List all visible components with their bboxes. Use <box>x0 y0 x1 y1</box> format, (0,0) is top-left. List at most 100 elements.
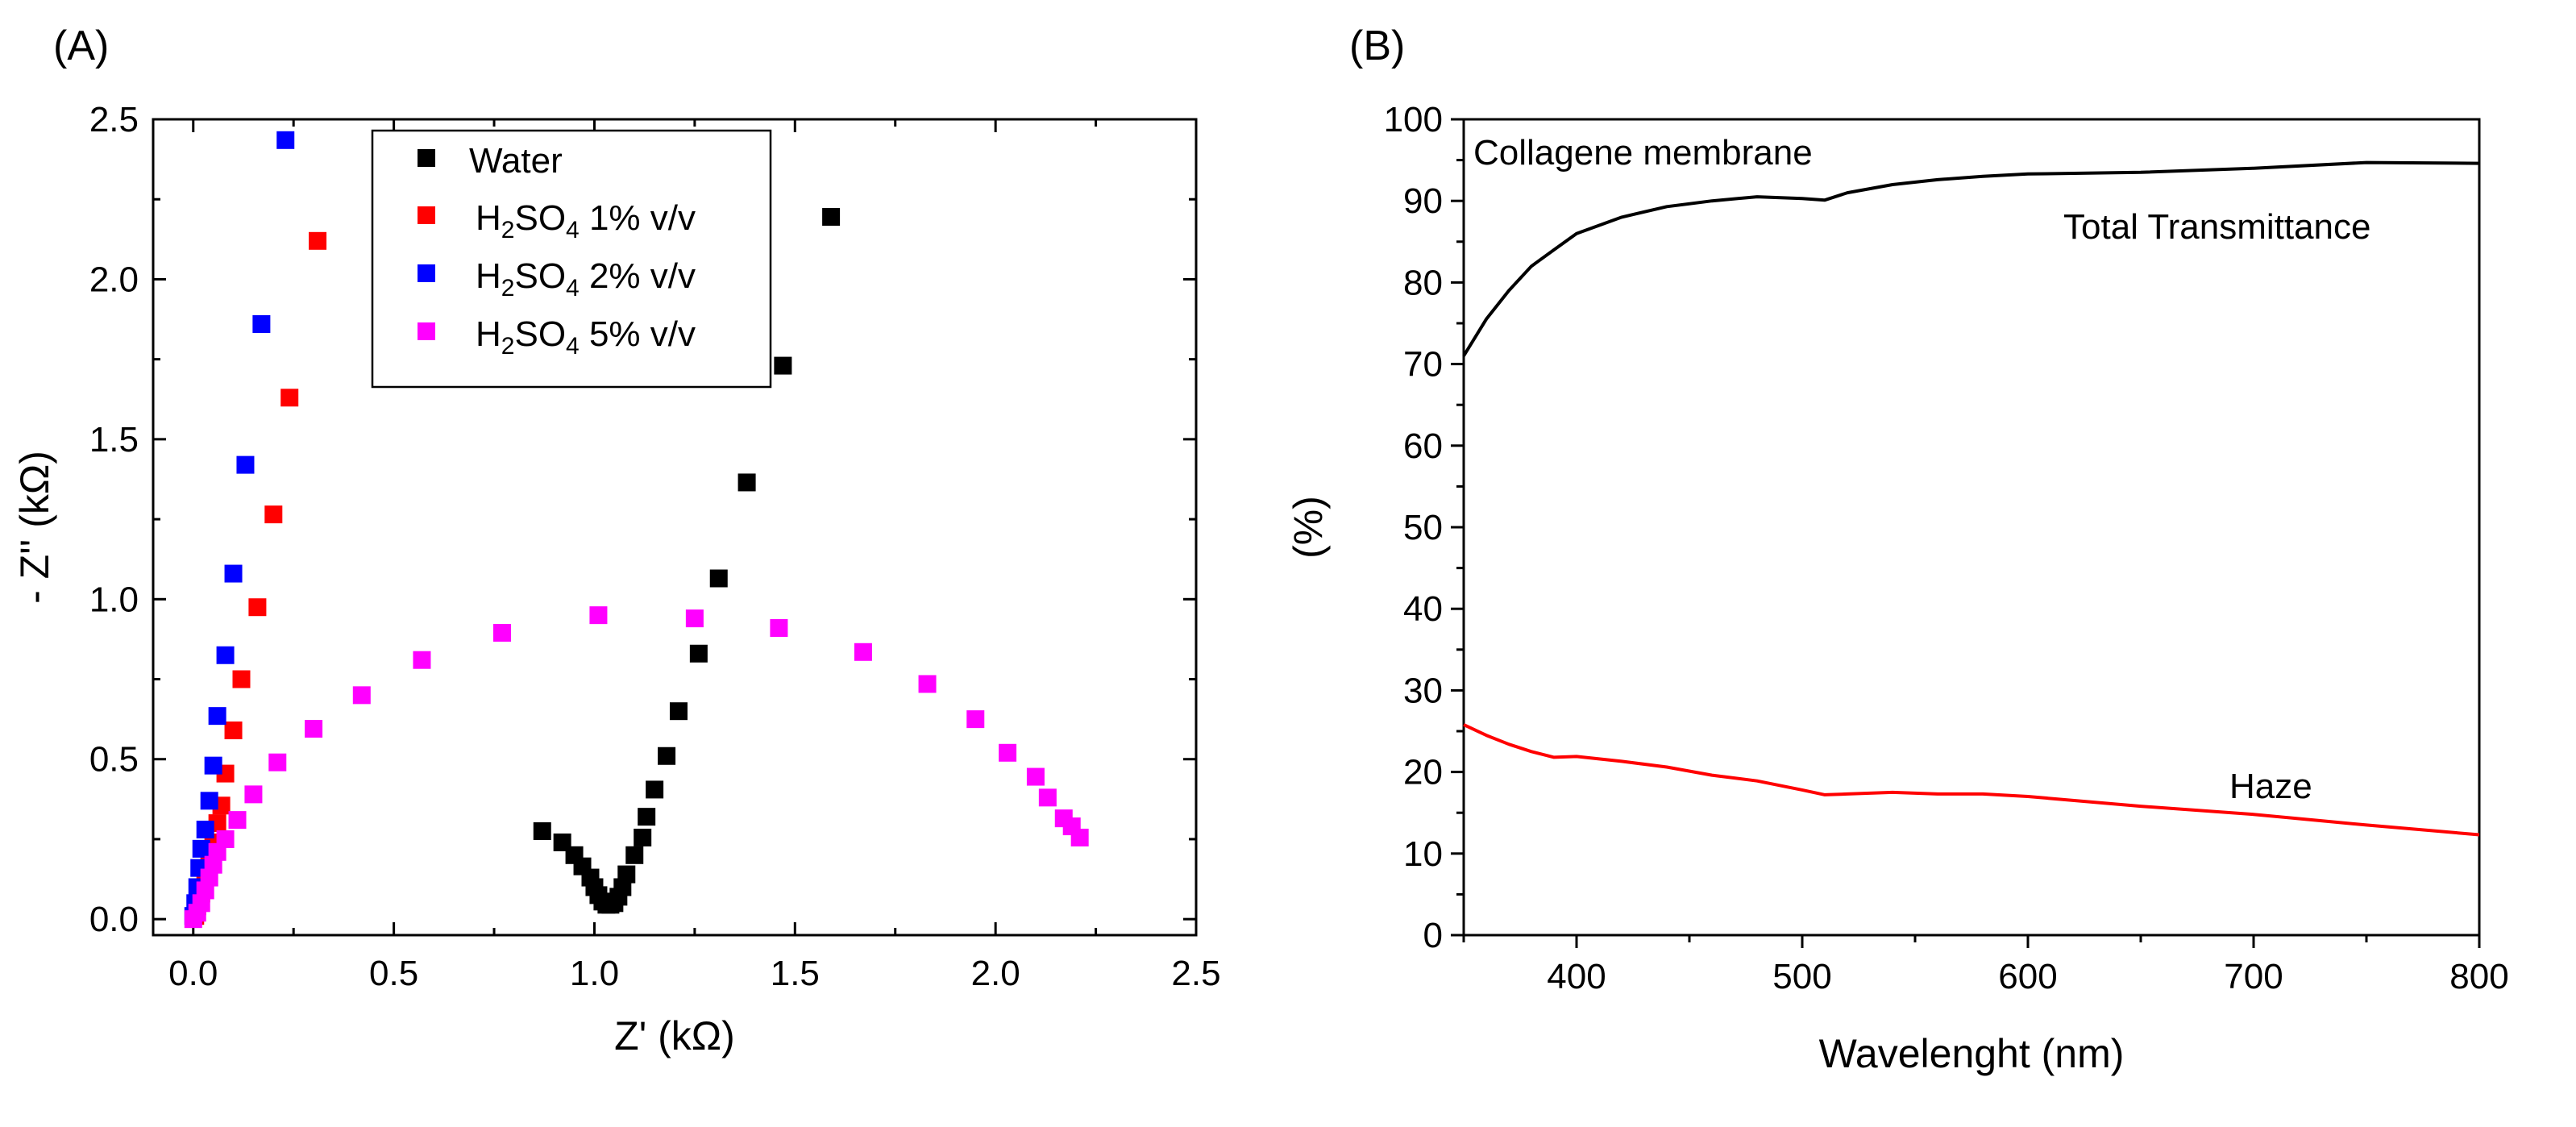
series-h2so4-2-v-v <box>184 131 295 925</box>
annotation-sample-name: Collagene membrane <box>1473 133 1813 173</box>
data-point <box>352 686 371 705</box>
y-tick-label: 60 <box>1403 426 1443 466</box>
y-tick-label: 20 <box>1403 753 1443 792</box>
data-point <box>232 670 251 688</box>
x-tick-label: 500 <box>1772 957 1831 996</box>
data-point <box>617 865 636 884</box>
data-point <box>589 606 608 625</box>
data-point <box>208 707 226 726</box>
data-point <box>999 743 1017 762</box>
series-water <box>533 208 841 914</box>
y-tick-label: 80 <box>1403 263 1443 302</box>
data-point <box>966 710 985 729</box>
data-point <box>1026 767 1045 786</box>
data-point <box>658 746 676 765</box>
x-tick-label: 600 <box>1998 957 2057 996</box>
y-tick-label: 1.5 <box>89 420 139 460</box>
data-point <box>685 609 704 628</box>
x-tick-label: 2.5 <box>1171 954 1220 993</box>
data-point <box>638 808 656 826</box>
panel-a-label: (A) <box>53 23 109 69</box>
legend-label-h2so4-5: H2SO4 5% v/v <box>476 314 696 360</box>
y-tick-label: 2.0 <box>89 260 139 299</box>
y-tick-label: 0.5 <box>89 740 139 780</box>
x-tick-label: 1.5 <box>771 954 820 993</box>
data-point <box>689 644 708 663</box>
y-tick-label: 0.0 <box>89 900 139 939</box>
panel-b-x-axis-title: Wavelenght (nm) <box>1819 1031 2125 1076</box>
data-point <box>625 846 644 864</box>
y-tick-label: 70 <box>1403 345 1443 385</box>
x-tick-label: 400 <box>1547 957 1606 996</box>
legend-label-water: Water <box>469 141 563 181</box>
data-point <box>192 839 210 858</box>
data-point <box>236 455 255 474</box>
panel-a-impedance-plot: (A) 0.0 0.5 1.0 1.5 2.0 2.5 0.0 0.5 1.0 1.5 2.0 2.5… <box>12 23 1221 1058</box>
y-tick-label: 0 <box>1423 916 1443 955</box>
panel-b-tick-labels: 400 500 600 700 800 0 10 20 30 40 50 60 70 80 90 100 <box>1384 100 2509 996</box>
panel-a-data-points <box>184 131 1089 929</box>
x-tick-label: 0.5 <box>369 954 418 993</box>
annotation-total-transmittance: Total Transmittance <box>2063 207 2371 247</box>
data-point <box>305 720 323 738</box>
series-line-total-transmittance <box>1462 160 2480 357</box>
legend-label-h2so4-1: H2SO4 1% v/v <box>476 198 696 243</box>
data-point <box>252 314 271 333</box>
legend-label-h2so4-2: H2SO4 2% v/v <box>476 256 696 302</box>
data-point <box>224 564 243 583</box>
x-tick-label: 1.0 <box>570 954 619 993</box>
data-point <box>492 623 511 642</box>
x-tick-label: 800 <box>2449 957 2508 996</box>
data-point <box>709 569 728 588</box>
y-tick-label: 50 <box>1403 508 1443 547</box>
data-point <box>224 722 243 740</box>
series-h2so4-5-v-v <box>184 606 1089 929</box>
data-point <box>737 473 756 492</box>
y-tick-label: 10 <box>1403 834 1443 874</box>
x-tick-label: 2.0 <box>971 954 1020 993</box>
y-tick-label: 90 <box>1403 181 1443 221</box>
panel-b-series-lines <box>1462 160 2480 837</box>
data-point <box>268 753 287 771</box>
data-point <box>770 619 788 638</box>
data-point <box>774 356 792 375</box>
panel-b-transmittance-plot: (B) 400 500 600 700 800 0 10 20 30 40 50 60 70 80 90 10… <box>1286 23 2509 1076</box>
data-point <box>1038 788 1057 807</box>
y-tick-label: 2.5 <box>89 100 139 139</box>
series-line-haze <box>1463 723 2480 837</box>
data-point <box>854 643 872 661</box>
annotation-haze: Haze <box>2229 767 2312 806</box>
data-point <box>228 811 247 830</box>
panel-a-y-axis-title: - Z'' (kΩ) <box>12 451 57 604</box>
data-point <box>204 756 222 775</box>
data-point <box>216 830 235 848</box>
data-point <box>280 389 299 407</box>
data-point <box>669 702 688 721</box>
data-point <box>646 780 664 799</box>
y-tick-label: 100 <box>1384 100 1443 139</box>
x-tick-label: 700 <box>2224 957 2283 996</box>
panel-a-legend: Water H2SO4 1% v/v H2SO4 2% v/v H2SO4 5%… <box>371 129 772 389</box>
data-point <box>634 828 652 846</box>
legend-frame <box>371 129 772 389</box>
data-point <box>309 231 327 250</box>
y-tick-label: 30 <box>1403 671 1443 710</box>
data-point <box>918 675 937 693</box>
data-point <box>248 598 267 617</box>
panel-b-y-axis-title: (%) <box>1286 496 1331 559</box>
data-point <box>413 651 431 669</box>
panel-a-x-axis-title: Z' (kΩ) <box>614 1013 735 1058</box>
panel-a-tick-labels: 0.0 0.5 1.0 1.5 2.0 2.5 0.0 0.5 1.0 1.5 2.0 2.5 <box>89 100 1221 993</box>
y-tick-label: 40 <box>1403 589 1443 629</box>
legend-marker-h2so4-2 <box>418 264 435 282</box>
panel-b-ticks <box>1451 118 2481 948</box>
data-point <box>244 785 263 804</box>
panel-b-label: (B) <box>1349 23 1405 69</box>
data-point <box>822 208 841 227</box>
data-point <box>196 821 214 839</box>
data-point <box>533 822 551 841</box>
panel-a-plot-frame <box>152 118 1198 937</box>
y-tick-label: 1.0 <box>89 580 139 619</box>
data-point <box>1070 828 1089 846</box>
